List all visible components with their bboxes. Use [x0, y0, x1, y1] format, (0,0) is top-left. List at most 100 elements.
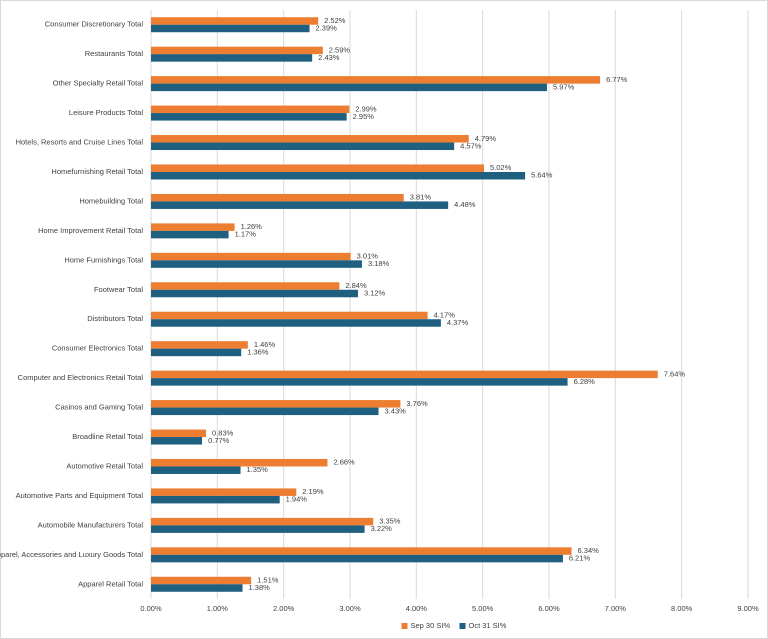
y-tick-label: Restaurants Total — [85, 49, 144, 58]
x-tick-label: 5.00% — [472, 604, 494, 613]
bar — [151, 407, 379, 416]
y-tick-label: Automotive Retail Total — [66, 461, 143, 470]
bar — [151, 554, 563, 563]
y-tick-label: Computer and Electronics Retail Total — [18, 373, 144, 382]
legend-label: Sep 30 SI% — [411, 621, 451, 630]
data-label: 1.94% — [286, 495, 308, 504]
bar — [151, 193, 404, 202]
bar — [151, 547, 572, 555]
bar — [151, 517, 374, 526]
data-label: 0.83% — [212, 428, 234, 437]
y-tick-label: Homebuilding Total — [79, 196, 143, 205]
bar — [151, 252, 351, 261]
data-label: 2.19% — [302, 487, 324, 496]
data-label: 1.26% — [241, 222, 263, 231]
bar — [151, 495, 280, 504]
data-label: 0.77% — [208, 436, 230, 445]
x-tick-label: 6.00% — [538, 604, 560, 613]
bar — [151, 230, 229, 239]
bar — [151, 142, 455, 151]
data-label: 6.21% — [569, 554, 591, 563]
data-label: 5.02% — [490, 163, 512, 172]
bar — [151, 171, 526, 180]
bar — [151, 260, 362, 268]
data-label: 1.35% — [247, 465, 269, 474]
y-tick-label: Consumer Electronics Total — [52, 344, 143, 353]
y-tick-label: Distributors Total — [87, 314, 143, 323]
y-tick-label: Consumer Discretionary Total — [45, 20, 144, 29]
data-label: 1.46% — [254, 340, 276, 349]
y-tick-label: Apparel, Accessories and Luxury Goods To… — [0, 550, 143, 559]
x-tick-label: 2.00% — [273, 604, 295, 613]
bar — [151, 17, 319, 25]
bar — [151, 105, 350, 114]
y-tick-label: Footwear Total — [94, 285, 143, 294]
data-label: 6.28% — [574, 377, 596, 386]
y-tick-label: Leisure Products Total — [69, 108, 143, 117]
x-tick-label: 1.00% — [207, 604, 229, 613]
data-label: 1.17% — [235, 230, 257, 239]
data-label: 1.38% — [249, 583, 271, 592]
data-label: 1.36% — [247, 347, 269, 356]
x-tick-label: 7.00% — [605, 604, 627, 613]
y-tick-label: Home Furnishings Total — [64, 255, 143, 264]
data-label: 2.66% — [333, 458, 355, 467]
bar — [151, 525, 365, 533]
data-label: 3.43% — [385, 406, 407, 415]
data-label: 5.97% — [553, 82, 575, 91]
bar — [151, 370, 658, 379]
x-tick-label: 3.00% — [339, 604, 361, 613]
bar — [151, 437, 203, 445]
data-label: 6.34% — [578, 546, 600, 555]
x-tick-label: 4.00% — [406, 604, 428, 613]
bar — [151, 466, 241, 474]
bar — [151, 201, 449, 209]
bar — [151, 135, 469, 143]
y-tick-label: Home Improvement Retail Total — [38, 226, 143, 235]
bar — [151, 378, 568, 386]
data-label: 7.64% — [664, 369, 686, 378]
bar — [151, 576, 252, 585]
y-tick-label: Automobile Manufacturers Total — [38, 520, 144, 529]
x-tick-label: 9.00% — [737, 604, 759, 613]
data-label: 4.17% — [434, 310, 456, 319]
data-label: 4.57% — [460, 141, 482, 150]
data-label: 5.64% — [531, 171, 553, 180]
bar — [151, 83, 548, 92]
legend-swatch — [401, 623, 408, 629]
data-label: 2.95% — [353, 112, 375, 121]
bar — [151, 223, 235, 231]
legend-swatch — [459, 623, 466, 629]
y-tick-label: Homefurnishing Retail Total — [51, 167, 143, 176]
bar — [151, 282, 340, 290]
data-label: 2.84% — [345, 281, 367, 290]
data-label: 2.52% — [324, 16, 346, 25]
y-tick-label: Broadline Retail Total — [72, 432, 143, 441]
y-tick-label: Apparel Retail Total — [78, 579, 143, 588]
data-label: 6.77% — [606, 75, 628, 84]
bar — [151, 113, 347, 121]
bar — [151, 400, 401, 408]
bar — [151, 584, 243, 592]
data-label: 3.22% — [371, 524, 393, 533]
bar — [151, 46, 323, 55]
y-tick-label: Casinos and Gaming Total — [55, 403, 143, 412]
bar — [151, 429, 207, 438]
data-label: 2.43% — [318, 53, 340, 62]
data-label: 1.51% — [257, 576, 279, 585]
bar — [151, 289, 358, 298]
y-tick-label: Hotels, Resorts and Cruise Lines Total — [16, 138, 144, 147]
data-label: 3.18% — [368, 259, 390, 268]
data-label: 2.59% — [329, 45, 351, 54]
bar — [151, 348, 242, 357]
data-label: 3.12% — [364, 289, 386, 298]
data-label: 2.99% — [355, 104, 377, 113]
data-label: 4.48% — [454, 200, 476, 209]
bar — [151, 488, 297, 496]
data-label: 3.01% — [357, 252, 379, 261]
data-label: 3.76% — [406, 399, 428, 408]
bar — [151, 311, 428, 320]
bar — [151, 76, 601, 84]
x-tick-label: 8.00% — [671, 604, 693, 613]
